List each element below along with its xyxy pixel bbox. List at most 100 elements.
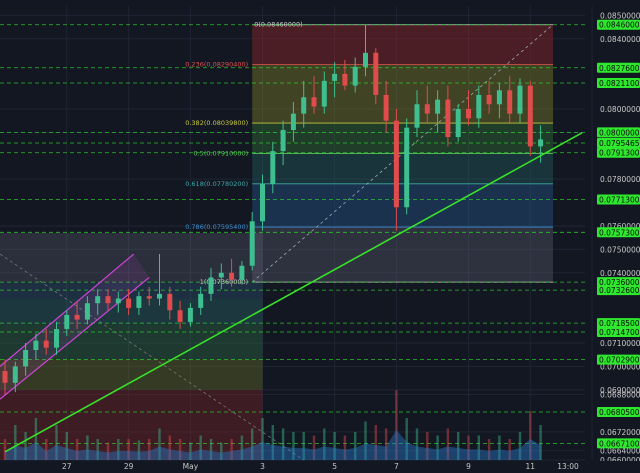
fib-label-0.618: 0.618(0.07780200) <box>185 180 248 188</box>
candle-body <box>177 310 183 322</box>
candle-body <box>486 94 492 105</box>
volume-bar <box>498 435 501 460</box>
price-level-badge <box>597 318 640 329</box>
candle-body <box>33 340 39 351</box>
candle-body <box>270 151 276 184</box>
candle-body <box>126 298 132 308</box>
candle-body <box>445 99 451 138</box>
price-level-badge-text: 0.08000000 <box>599 128 640 137</box>
x-tick-label: 3 <box>260 462 265 471</box>
volume-bar <box>127 439 130 460</box>
fib-label-0: 0(0.08460000) <box>254 21 303 29</box>
volume-area <box>5 430 541 460</box>
candle-body <box>435 99 441 114</box>
price-level-badge <box>597 407 640 418</box>
fib-zone-left <box>0 233 263 283</box>
volume-bar <box>251 428 254 460</box>
volume-bar <box>426 432 429 460</box>
volume-bar <box>518 432 522 460</box>
price-level-badge-text: 0.07713000 <box>599 196 640 205</box>
volume-bar <box>333 432 336 460</box>
x-tick-label: 5 <box>332 462 337 471</box>
price-level-badge <box>597 137 640 148</box>
volume-bar <box>302 432 305 460</box>
y-tick-label: 0.08000000 <box>600 105 640 114</box>
volume-bar <box>178 439 182 460</box>
candle-body <box>393 120 399 208</box>
volume-bar <box>209 439 213 460</box>
volume-bar <box>230 439 233 460</box>
candle-body <box>249 221 255 266</box>
volume-bar <box>158 428 161 460</box>
candle-body <box>507 90 513 114</box>
fib-label-0.5: 0.5(0.07910000) <box>193 149 248 157</box>
price-level-badge-text: 0.07360000 <box>599 278 640 287</box>
candle-body <box>280 130 286 152</box>
candle-body <box>23 350 29 367</box>
channel-fill <box>0 254 150 400</box>
volume-bar <box>96 439 99 460</box>
price-level-badge-text: 0.08276000 <box>599 64 640 73</box>
volume-bar <box>477 435 480 460</box>
volume-bar <box>384 428 388 460</box>
volume-bar <box>539 425 542 460</box>
fib-zone-0.618 <box>252 183 553 228</box>
volume-bar <box>415 428 419 460</box>
volume-bar <box>395 390 398 460</box>
x-tick-label: May <box>183 462 199 471</box>
volume-bar <box>168 435 171 460</box>
candle-body <box>260 183 265 222</box>
price-level-badge <box>597 194 640 205</box>
price-level-badge-text: 0.08211000 <box>599 79 640 88</box>
candle-body <box>527 85 533 147</box>
volume-bar <box>106 442 110 460</box>
candle-body <box>157 293 162 299</box>
volume-bar <box>261 418 264 460</box>
fib-zone-0 <box>252 24 553 65</box>
fib-zone-0.382 <box>252 123 553 154</box>
candle-body <box>517 85 523 114</box>
price-level-badge <box>597 77 640 88</box>
candle-body <box>476 94 482 119</box>
candle-body <box>424 104 430 114</box>
price-level-badge <box>597 285 640 296</box>
volume-bar <box>14 425 17 460</box>
candle-body <box>198 293 204 308</box>
volume-bar <box>65 432 68 460</box>
candle-body <box>342 73 348 86</box>
candle-body <box>43 340 49 348</box>
x-tick-label: 13:00 <box>557 462 579 471</box>
candle-body <box>404 127 410 208</box>
candle-body <box>496 90 502 105</box>
volume-bar <box>137 440 141 460</box>
candle-body <box>321 80 327 107</box>
price-level-badge-text: 0.07185000 <box>599 319 640 328</box>
candle-body <box>363 52 368 67</box>
channel-lower <box>0 276 150 400</box>
candle-body <box>538 139 544 147</box>
candle-body <box>352 66 358 86</box>
candle-body <box>229 272 235 280</box>
volume-bar <box>148 439 151 460</box>
price-level-badge <box>597 147 640 158</box>
price-level-badge-text: 0.07147000 <box>599 328 640 337</box>
candle-body <box>373 52 379 95</box>
volume-bar <box>457 432 460 460</box>
fib-label-0.236: 0.236(0.08290400) <box>185 60 248 68</box>
candle-body <box>115 298 121 304</box>
candle-body <box>95 296 101 304</box>
fib-zone-0.5 <box>252 153 553 184</box>
fib-label-1: 1(0.07360000) <box>200 278 249 286</box>
candle-body <box>146 296 152 299</box>
price-level-badge <box>597 62 640 73</box>
